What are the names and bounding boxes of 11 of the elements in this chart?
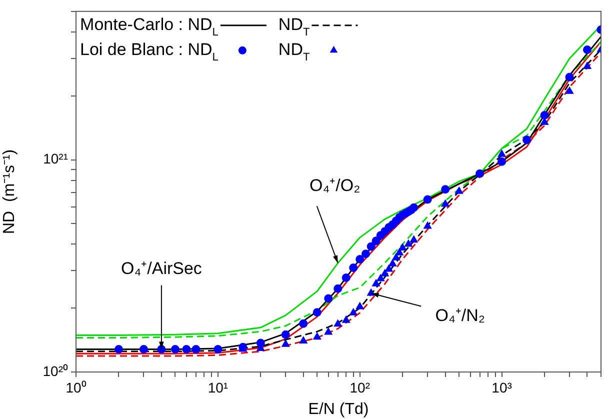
y-tick-label: 10²⁰ (42, 362, 68, 379)
x-axis-title: E/N (Td) (308, 400, 369, 418)
x-tick-label: 10¹ (208, 379, 228, 396)
x-tick-label: 10³ (492, 379, 512, 396)
annotation: O₄⁺/O₂ (310, 176, 360, 195)
y-axis-title: ND (m⁻¹s⁻¹) (1, 149, 18, 234)
x-tick-label: 10⁰ (66, 379, 86, 396)
y-tick-label: 10²¹ (43, 150, 68, 167)
annotation: O₄⁺/AirSec (120, 258, 202, 278)
x-tick-label: 10² (350, 379, 370, 396)
annotation: O₄⁺/N₂ (435, 306, 485, 325)
